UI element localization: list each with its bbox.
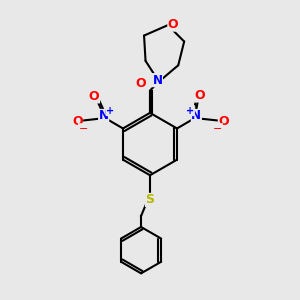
Text: −: − xyxy=(213,124,222,134)
Text: N: N xyxy=(191,110,201,122)
Text: O: O xyxy=(72,116,83,128)
Text: O: O xyxy=(194,89,205,102)
Text: S: S xyxy=(146,194,154,206)
Text: −: − xyxy=(79,124,88,134)
Text: N: N xyxy=(152,74,162,87)
Text: N: N xyxy=(99,110,109,122)
Text: +: + xyxy=(186,106,194,116)
Text: O: O xyxy=(218,116,229,128)
Text: O: O xyxy=(89,90,100,103)
Text: +: + xyxy=(106,106,115,116)
Text: O: O xyxy=(168,18,178,31)
Text: O: O xyxy=(136,76,146,90)
